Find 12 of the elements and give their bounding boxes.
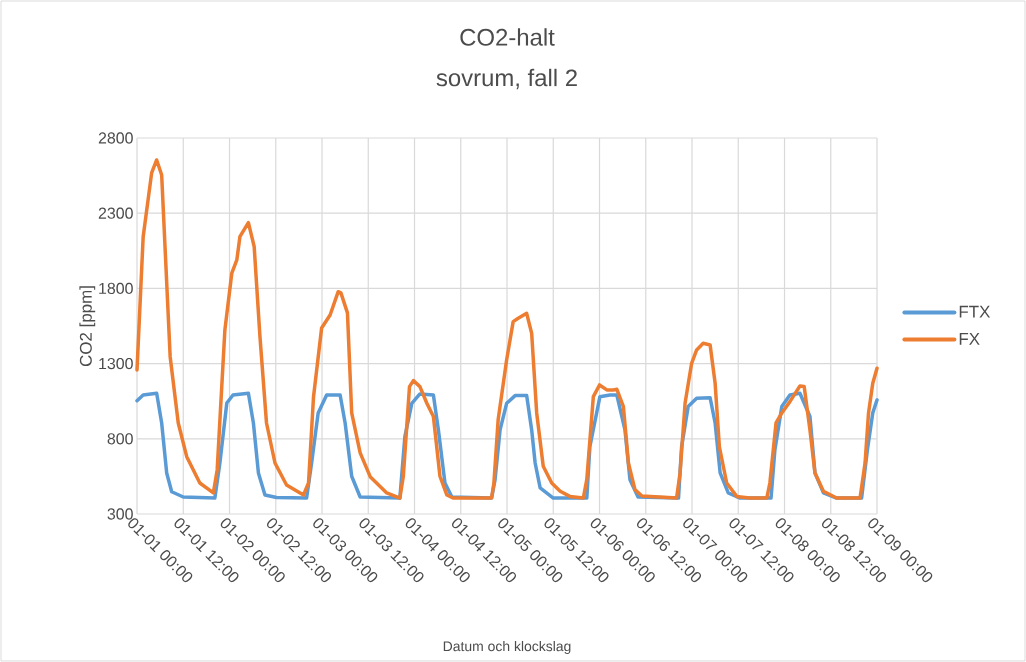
y-tick-label: 2300 [98, 207, 133, 219]
y-tick-label: 1300 [99, 357, 133, 370]
chart-title: CO2-halt [460, 28, 555, 46]
y-tick-label: 300 [107, 508, 133, 520]
y-tick-label: 800 [107, 433, 133, 445]
chart-subtitle: sovrum, fall 2 [436, 68, 577, 90]
y-tick-label: 1800 [99, 282, 133, 295]
y-axis-title: CO2 [ppm] [79, 286, 96, 367]
x-axis-title: Datum och klockslag [443, 640, 571, 654]
legend-label: FTX [959, 305, 991, 318]
y-tick-label: 2800 [98, 132, 133, 144]
legend-label: FX [959, 332, 980, 345]
